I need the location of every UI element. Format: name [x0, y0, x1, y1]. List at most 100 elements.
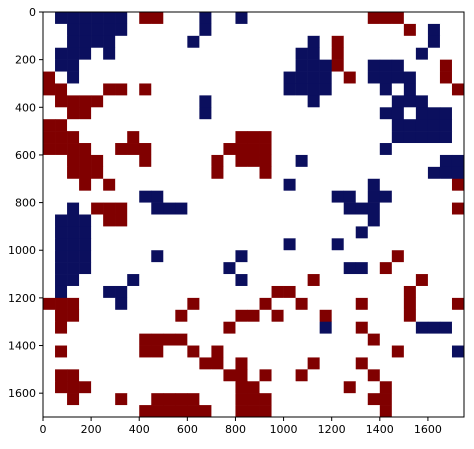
- cell: [391, 214, 405, 227]
- cell: [235, 131, 248, 144]
- cell: [211, 238, 224, 251]
- cell: [391, 405, 405, 418]
- cell: [271, 190, 284, 203]
- cell: [379, 369, 393, 382]
- cell: [415, 405, 429, 418]
- cell: [319, 202, 332, 215]
- cell: [67, 107, 80, 120]
- cell: [331, 119, 345, 132]
- cell: [439, 369, 453, 382]
- cell: [367, 345, 381, 358]
- cell: [91, 250, 104, 263]
- cell: [439, 95, 453, 108]
- cell: [247, 59, 260, 72]
- cell: [283, 214, 296, 227]
- cell: [271, 131, 284, 144]
- cell: [391, 202, 405, 215]
- cell: [163, 250, 176, 263]
- cell: [115, 333, 128, 346]
- cell: [79, 119, 92, 132]
- cell: [415, 190, 429, 203]
- cell: [139, 393, 152, 406]
- cell: [223, 226, 236, 239]
- cell: [343, 71, 357, 84]
- cell: [355, 12, 369, 25]
- cell: [199, 333, 212, 346]
- cell: [103, 393, 116, 406]
- cell: [451, 119, 465, 132]
- cell: [367, 166, 381, 180]
- cell: [439, 250, 453, 263]
- cell: [355, 143, 369, 156]
- cell: [391, 119, 405, 132]
- cell: [55, 154, 68, 168]
- cell: [259, 381, 272, 394]
- cell: [439, 274, 453, 287]
- cell: [55, 226, 68, 239]
- cell: [103, 166, 116, 180]
- cell: [451, 262, 465, 275]
- cell: [175, 166, 188, 180]
- cell: [91, 178, 104, 191]
- cell: [187, 405, 200, 418]
- cell: [223, 345, 236, 358]
- cell: [379, 35, 393, 49]
- cell: [223, 309, 236, 323]
- cell: [355, 381, 369, 394]
- cell: [55, 190, 68, 203]
- cell: [415, 393, 429, 406]
- cell: [43, 71, 56, 84]
- cell: [271, 166, 284, 180]
- cell: [235, 309, 248, 323]
- cell: [127, 190, 140, 203]
- cell: [175, 131, 188, 144]
- cell: [199, 262, 212, 275]
- cell: [319, 285, 332, 299]
- cell: [367, 381, 381, 394]
- cell: [367, 59, 381, 72]
- cell: [355, 71, 369, 84]
- cell: [355, 59, 369, 72]
- cell: [247, 357, 260, 370]
- cell: [427, 59, 441, 72]
- cell: [271, 214, 284, 227]
- cell: [211, 83, 224, 96]
- cell: [343, 345, 357, 358]
- cell: [79, 405, 92, 418]
- cell: [235, 107, 248, 120]
- cell: [127, 381, 140, 394]
- cell: [439, 131, 453, 144]
- cell: [247, 214, 260, 227]
- cell: [67, 333, 80, 346]
- cell: [163, 369, 176, 382]
- cell: [151, 71, 164, 84]
- cell: [211, 166, 224, 180]
- cell: [307, 321, 320, 334]
- cell: [247, 47, 260, 60]
- cell: [211, 357, 224, 370]
- cell: [451, 35, 465, 49]
- cell: [355, 274, 369, 287]
- cell: [343, 154, 357, 168]
- cell: [379, 405, 393, 418]
- cell: [379, 95, 393, 108]
- cell: [127, 321, 140, 334]
- cell: [139, 59, 152, 72]
- cell: [259, 393, 272, 406]
- cell: [163, 393, 176, 406]
- cell: [331, 405, 345, 418]
- cell: [175, 143, 188, 156]
- cell: [235, 333, 248, 346]
- cell: [427, 190, 441, 203]
- cell: [319, 154, 332, 168]
- cell: [439, 333, 453, 346]
- cell: [43, 262, 56, 275]
- cell: [55, 107, 68, 120]
- cell: [91, 107, 104, 120]
- cell: [79, 12, 92, 25]
- cell: [439, 143, 453, 156]
- cell: [379, 345, 393, 358]
- cell: [139, 262, 152, 275]
- cell: [367, 226, 381, 239]
- cell: [451, 95, 465, 108]
